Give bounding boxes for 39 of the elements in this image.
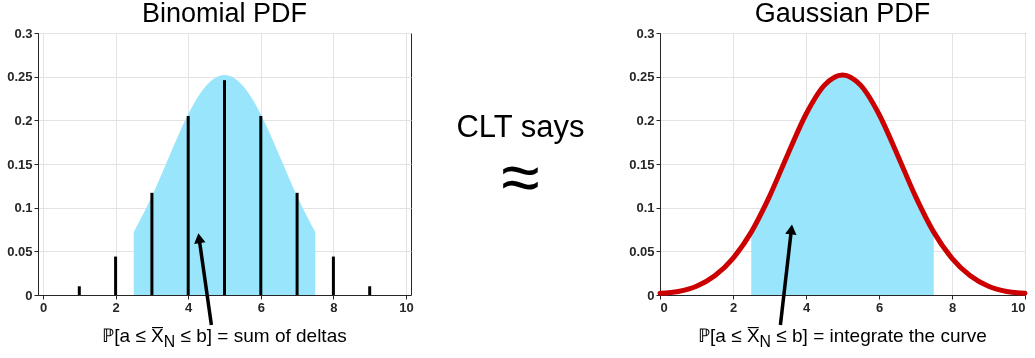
y-tick-label: 0.25 — [7, 69, 33, 85]
x-tick-label: 4 — [802, 299, 811, 315]
bar — [295, 192, 299, 295]
bar — [368, 286, 372, 295]
y-tick-label: 0.15 — [629, 156, 655, 172]
y-tick-label: 0.1 — [14, 200, 33, 216]
bar — [331, 256, 335, 295]
annotation: ℙ[a ≤ X̅$_{N}$ ≤ b] = sum of deltas — [101, 324, 348, 351]
y-tick-label: 0.25 — [629, 69, 655, 85]
x-tick-label: 0 — [660, 299, 668, 315]
y-tick-label: 0 — [25, 287, 33, 303]
x-tick-label: 2 — [729, 299, 738, 315]
y-tick-label: 0.3 — [636, 25, 655, 41]
y-tick-label: 0 — [647, 287, 655, 303]
x-tick-label: 4 — [185, 299, 194, 315]
chart-title: Gaussian PDF — [754, 0, 931, 28]
y-tick-label: 0.3 — [14, 25, 33, 41]
y-tick-label: 0.1 — [636, 200, 655, 216]
x-tick-label: 6 — [875, 299, 884, 315]
annotation: ℙ[a ≤ X̅$_{N}$ ≤ b] = integrate the curve — [697, 324, 988, 351]
y-tick-label: 0.15 — [7, 156, 33, 172]
chart-title: Binomial PDF — [141, 0, 308, 28]
x-tick-label: 0 — [39, 299, 48, 315]
x-tick-label: 6 — [257, 299, 265, 315]
y-tick-label: 0.2 — [636, 112, 655, 128]
bar — [77, 286, 81, 295]
bar — [223, 80, 226, 295]
bar — [114, 256, 118, 295]
x-tick-label: 8 — [948, 299, 957, 315]
y-tick-label: 0.05 — [629, 243, 655, 259]
bar — [186, 115, 190, 295]
bar — [259, 115, 263, 295]
x-tick-label: 10 — [1011, 299, 1026, 315]
y-tick-label: 0.2 — [14, 112, 33, 128]
x-tick-label: 8 — [330, 299, 338, 315]
y-tick-label: 0.05 — [7, 243, 33, 259]
x-tick-label: 10 — [399, 299, 414, 315]
x-tick-label: 2 — [112, 299, 120, 315]
bar — [150, 192, 154, 295]
